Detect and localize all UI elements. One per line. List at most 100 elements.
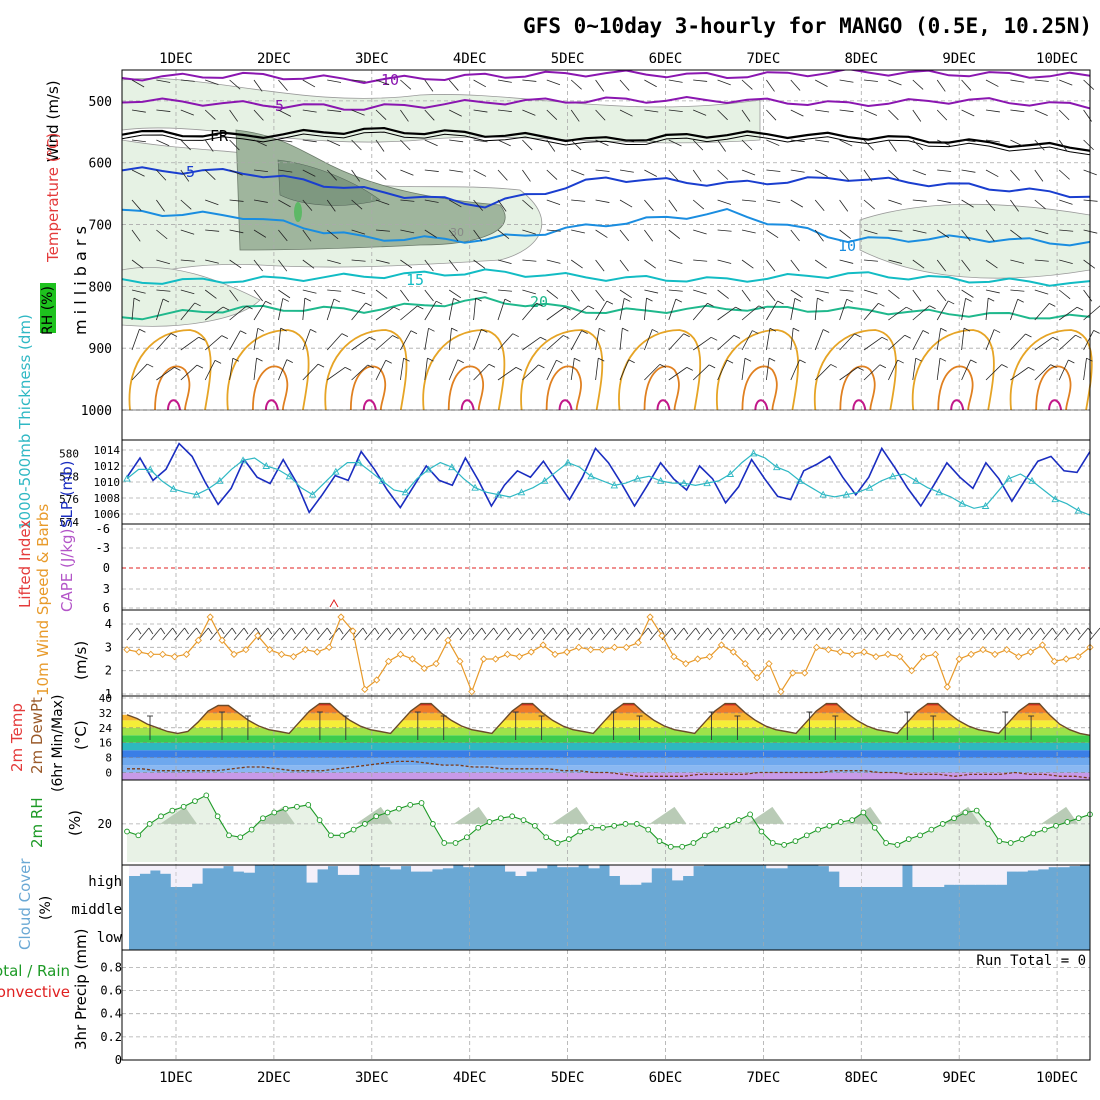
boundary-temp-contour [520,329,604,411]
wind-barb [692,302,708,321]
date-label-bottom: 8DEC [844,1070,878,1086]
wind-barb [205,79,219,86]
wind-barb [522,79,537,82]
wind-barb [815,139,830,143]
wind-barb-flag [257,327,264,332]
wind-barb [888,79,902,86]
temp-band [122,720,1090,728]
wind-barb [522,259,537,262]
wind-barb [985,79,999,87]
wind-barb [131,169,145,177]
wind10-speed-point [349,627,357,635]
wind-barb-flag [564,306,571,311]
cloud-ytick-label: low [97,930,123,946]
wind10-barb [483,627,494,641]
wind10-speed-point [801,669,809,677]
wind-barb [1083,79,1095,90]
wind-barb [131,289,146,294]
wind-barb-flag [536,302,543,307]
rh2m-point [554,840,561,846]
wind10-barb-flag [208,627,213,635]
wind10-barb [970,627,982,641]
thickness-point [1074,506,1083,514]
wind10-barb [305,627,316,641]
cloud-cover-panel: high middle low [71,864,1091,951]
cloud-high-gap [661,865,673,869]
wind10-speed-point [836,648,844,656]
wind-barb [937,139,951,146]
wind10-barb-flag [802,627,808,635]
rh2m-point [781,842,787,848]
wind-barb [766,229,779,238]
wind-barb-flag [540,336,547,341]
cape-ylabel: CAPE (J/kg) [58,529,76,612]
rh2m-point [837,819,844,825]
wind-barb-flag [915,357,922,362]
wind-barb-flag [939,357,947,362]
wind-barb [595,199,610,203]
wind-barb [814,259,827,269]
wind-barb [1083,139,1094,151]
wind-barb [131,139,146,143]
wind-barb [741,229,756,234]
wind-barb-flag [286,359,293,364]
thickness-ytick-label: 574 [59,516,79,529]
wind-barb [156,199,165,212]
wind10-speed-point [182,650,191,658]
wind10-speed-point [896,653,904,661]
wind-barb [1034,199,1046,210]
rh2m-point [169,807,176,814]
li-ytick-label: -3 [96,541,110,555]
cloud-high-gap [640,865,652,883]
upper-ylabel-millibars: m i l l i b a r s [71,226,90,335]
wind-barb [741,259,754,269]
date-label-top: 2DEC [257,51,291,67]
wind-barb [473,109,488,113]
wind-barb [570,358,575,381]
wind-barb [253,139,267,147]
temperature-contour [122,268,1090,287]
wind-barb-flag [256,357,263,362]
cloud-high-gap [964,865,976,885]
wind10-speed-point [991,650,999,658]
wind-barb-flag [385,359,392,364]
wind10-barb [269,627,280,641]
wind-barb [863,109,878,116]
wind-barb [692,139,704,151]
wind-barb [400,109,409,122]
wind-barb [619,229,630,242]
rh2m-point [373,813,380,820]
wind-barb [790,109,804,117]
wind10-speed-point [634,639,642,647]
rh2m-point [520,817,527,823]
thickness-point [958,499,967,507]
wind-barb-flag [628,359,635,364]
thickness-point [262,462,270,469]
wind-barb [619,139,634,143]
wind-barb [961,229,971,242]
rh-shade-high [235,129,506,251]
boundary-temp-contour [226,329,310,411]
wind10-barb [1030,627,1041,641]
wind10-barb-flag [731,627,736,635]
wind10-barb-flag [374,627,380,635]
wind-barb [815,289,829,294]
temp-ytick-label: 32 [99,707,112,720]
rh2m-point [962,809,969,816]
wind-barb [351,109,365,116]
wind-barb [448,328,452,351]
wind-barb-flag [427,357,434,362]
wind-barb [668,199,678,212]
rh2m-point [599,824,606,831]
wind-barb [644,329,653,351]
wind10-speed-point [824,646,833,654]
wind10-barb-flag [362,627,368,635]
wind-barb [229,79,241,90]
wind-barb [1083,199,1098,202]
rh2m-point [1053,822,1059,829]
wind10-barb [150,627,162,641]
wind10-speed-point [610,643,619,651]
wind-barb [326,229,339,240]
wind-barb [326,199,336,212]
wind-barb [863,303,879,321]
